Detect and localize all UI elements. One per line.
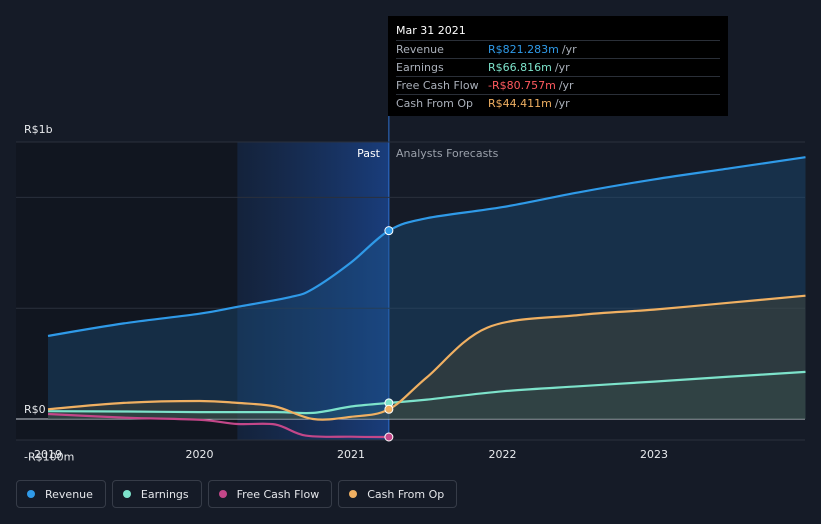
cash-from-op-area [48, 295, 806, 420]
tooltip-unit: /yr [554, 97, 570, 110]
legend-item-cash-from-op[interactable]: Cash From Op [338, 480, 458, 508]
legend-label: Revenue [45, 487, 93, 501]
tooltip-date: Mar 31 2021 [396, 22, 720, 41]
legend-item-earnings[interactable]: Earnings [111, 480, 202, 508]
tooltip-unit: /yr [554, 61, 570, 74]
tooltip-row-revenue: Revenue R$821.283m /yr [396, 41, 720, 59]
tooltip-row-earnings: Earnings R$66.816m /yr [396, 59, 720, 77]
tooltip-label: Earnings [396, 61, 444, 74]
tooltip-value-free-cash-flow: -R$80.757m [488, 79, 556, 92]
y-tick-label: R$0 [24, 403, 46, 416]
tooltip-value-earnings: R$66.816m [488, 61, 552, 74]
tooltip-label: Cash From Op [396, 97, 474, 110]
tooltip-unit: /yr [558, 79, 574, 92]
cash-from-op-point [384, 404, 394, 414]
tooltip-value-cash-from-op: R$44.411m [488, 97, 552, 110]
legend: Revenue Earnings Free Cash Flow Cash Fro… [16, 480, 458, 508]
past-highlight-band [237, 142, 389, 440]
revenue-area [48, 157, 806, 419]
free-cash-flow-point [384, 432, 394, 442]
tooltip-row-free-cash-flow: Free Cash Flow -R$80.757m /yr [396, 77, 720, 95]
cash-from-op-line [47, 294, 806, 421]
tooltip-label: Free Cash Flow [396, 79, 479, 92]
legend-item-revenue[interactable]: Revenue [16, 480, 106, 508]
revenue-line [47, 156, 806, 337]
legend-label: Free Cash Flow [236, 487, 320, 501]
y-tick-label: R$1b [24, 123, 53, 136]
legend-item-free-cash-flow[interactable]: Free Cash Flow [207, 480, 333, 508]
x-tick-label: 2019 [34, 448, 62, 461]
tooltip-row-cash-from-op: Cash From Op R$44.411m /yr [396, 95, 720, 112]
y-tick-label: -R$100m [24, 451, 74, 464]
x-tick-label: 2022 [489, 448, 517, 461]
legend-dot-icon [349, 490, 358, 498]
revenue-point [384, 226, 394, 236]
free-cash-flow-line [47, 412, 389, 439]
x-tick-label: 2020 [186, 448, 214, 461]
legend-dot-icon [27, 490, 35, 498]
forecast-label: Analysts Forecasts [396, 147, 499, 160]
legend-label: Cash From Op [367, 487, 445, 501]
legend-label: Earnings [140, 487, 189, 501]
legend-dot-icon [218, 490, 227, 498]
tooltip-value-revenue: R$821.283m [488, 43, 559, 56]
x-tick-label: 2021 [337, 448, 365, 461]
past-label: Past [357, 147, 381, 160]
earnings-area [48, 371, 806, 419]
tooltip-label: Revenue [396, 43, 444, 56]
legend-dot-icon [122, 490, 131, 498]
x-tick-label: 2023 [640, 448, 668, 461]
tooltip-unit: /yr [561, 43, 577, 56]
tooltip: Mar 31 2021 Revenue R$821.283m /yr Earni… [388, 16, 728, 116]
